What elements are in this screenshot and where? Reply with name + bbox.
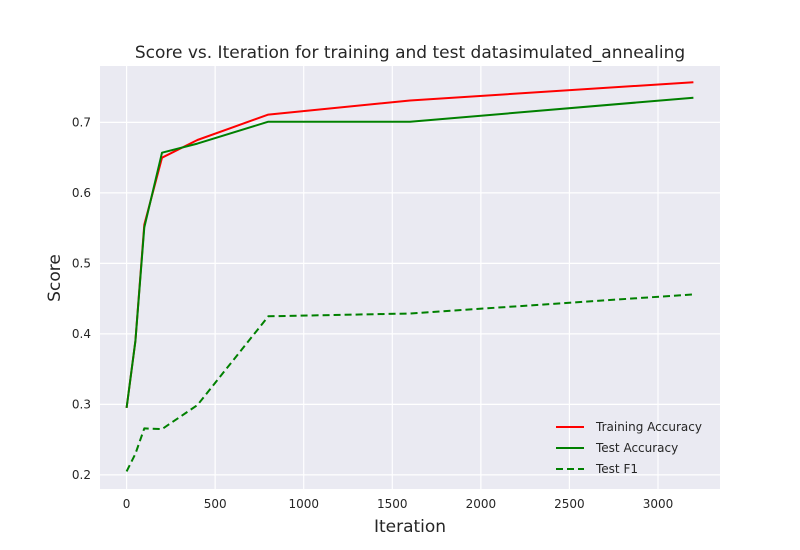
series-line-1 [125, 96, 694, 409]
legend-label: Training Accuracy [595, 420, 702, 434]
x-tick-label: 3000 [643, 497, 674, 511]
x-tick-label: 1500 [377, 497, 408, 511]
series-layer [125, 81, 694, 472]
y-tick-labels: 0.2 0.3 0.4 0.5 0.6 0.7 [72, 115, 91, 482]
x-tick-label: 0 [123, 497, 131, 511]
series-line-2 [125, 293, 694, 472]
y-tick-label: 0.2 [72, 468, 91, 482]
y-tick-label: 0.4 [72, 327, 91, 341]
plot-background [100, 66, 720, 489]
x-tick-label: 2000 [466, 497, 497, 511]
x-axis-label: Iteration [374, 517, 446, 537]
x-tick-labels: 0 500 1000 1500 2000 2500 3000 [123, 497, 674, 511]
y-axis-label: Score [45, 254, 65, 302]
x-tick-label: 2500 [554, 497, 585, 511]
legend: Training Accuracy Test Accuracy Test F1 [556, 420, 702, 476]
legend-label: Test Accuracy [595, 441, 678, 455]
x-tick-label: 1000 [288, 497, 319, 511]
x-tick-label: 500 [204, 497, 227, 511]
y-tick-label: 0.7 [72, 115, 91, 129]
grid-lines [100, 66, 720, 489]
y-tick-label: 0.5 [72, 256, 91, 270]
legend-label: Test F1 [595, 462, 638, 476]
y-tick-label: 0.6 [72, 186, 91, 200]
chart-title: Score vs. Iteration for training and tes… [135, 43, 685, 63]
y-tick-label: 0.3 [72, 397, 91, 411]
